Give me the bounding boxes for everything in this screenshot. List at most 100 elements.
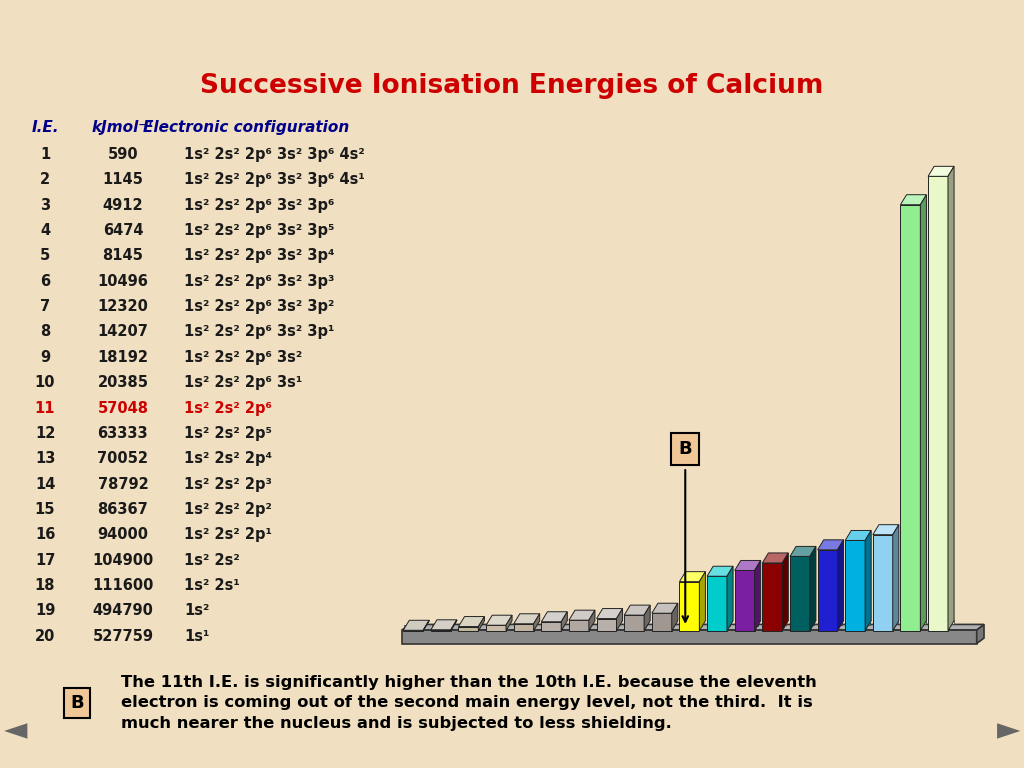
Text: 15: 15 [35,502,55,517]
Text: 14: 14 [35,476,55,492]
Text: 78792: 78792 [97,476,148,492]
Text: 20385: 20385 [97,376,148,390]
Polygon shape [597,618,616,631]
Text: 19: 19 [35,604,55,618]
Polygon shape [542,612,567,622]
Text: 10: 10 [35,376,55,390]
Text: kJmol⁻¹: kJmol⁻¹ [92,120,154,135]
Text: 4912: 4912 [102,198,143,213]
Text: 1s² 2s² 2p⁶ 3s¹: 1s² 2s² 2p⁶ 3s¹ [184,376,303,390]
Polygon shape [402,630,977,644]
Text: Successive Ionisation Energies of Calcium: Successive Ionisation Energies of Calciu… [201,73,823,99]
Text: 13: 13 [35,452,55,466]
Polygon shape [948,167,954,631]
Text: 1s² 2s² 2p⁶ 3s² 3p²: 1s² 2s² 2p⁶ 3s² 3p² [184,299,335,314]
Text: ►: ► [997,717,1020,746]
Polygon shape [845,531,871,541]
Text: 1s² 2s² 2p⁶ 3s² 3p¹: 1s² 2s² 2p⁶ 3s² 3p¹ [184,324,335,339]
Text: 527759: 527759 [92,628,154,644]
Polygon shape [652,603,678,613]
Polygon shape [708,566,733,576]
Text: 104900: 104900 [92,553,154,568]
Text: B: B [70,694,84,712]
Polygon shape [845,541,865,631]
Polygon shape [451,620,457,631]
Text: 1s² 2s² 2p⁶ 3s² 3p⁶: 1s² 2s² 2p⁶ 3s² 3p⁶ [184,198,335,213]
Text: 57048: 57048 [97,401,148,415]
Text: 2: 2 [40,173,50,187]
Text: 12320: 12320 [97,299,148,314]
Polygon shape [544,624,562,627]
Polygon shape [506,615,512,631]
Text: 1: 1 [40,147,50,162]
Polygon shape [486,615,512,625]
Text: 1s² 2s² 2p⁶ 3s² 3p⁶ 4s¹: 1s² 2s² 2p⁶ 3s² 3p⁶ 4s¹ [184,173,366,187]
Text: 8145: 8145 [102,249,143,263]
Text: The 11th I.E. is significantly higher than the 10th I.E. because the eleventh
el: The 11th I.E. is significantly higher th… [121,675,817,731]
Polygon shape [431,630,451,631]
Text: 5: 5 [40,249,50,263]
Text: 1s² 2s² 2p⁶ 3s² 3p⁴: 1s² 2s² 2p⁶ 3s² 3p⁴ [184,249,335,263]
Text: 1s¹: 1s¹ [184,628,210,644]
Polygon shape [625,605,650,615]
Polygon shape [936,620,953,624]
Polygon shape [589,610,595,631]
Polygon shape [432,624,451,628]
Polygon shape [542,622,561,631]
Polygon shape [708,576,727,631]
Polygon shape [514,624,534,631]
Text: Electronic configuration: Electronic configuration [142,120,349,135]
Polygon shape [459,617,484,627]
Text: 1s² 2s² 2p⁶: 1s² 2s² 2p⁶ [184,401,272,415]
Polygon shape [908,620,926,624]
Polygon shape [734,561,761,571]
Polygon shape [824,621,842,625]
Polygon shape [680,581,699,631]
Polygon shape [790,556,810,631]
Text: 94000: 94000 [97,527,148,542]
Text: 1s² 2s² 2p²: 1s² 2s² 2p² [184,502,272,517]
Polygon shape [404,625,422,629]
Polygon shape [625,615,644,631]
Polygon shape [514,614,540,624]
Polygon shape [852,621,869,624]
Text: 11: 11 [35,401,55,415]
Text: 8: 8 [40,324,50,339]
Polygon shape [755,561,761,631]
Polygon shape [656,622,674,627]
Polygon shape [977,624,984,644]
Polygon shape [569,610,595,621]
Text: 20: 20 [35,628,55,644]
Polygon shape [838,540,844,631]
Text: 590: 590 [108,147,138,162]
Polygon shape [712,622,730,626]
Text: 63333: 63333 [97,425,148,441]
Text: 1s²: 1s² [184,604,210,618]
Text: 17: 17 [35,553,55,568]
Text: 1s² 2s² 2p³: 1s² 2s² 2p³ [184,476,272,492]
Text: 14207: 14207 [97,324,148,339]
Text: ◄: ◄ [4,717,27,746]
Text: 16: 16 [35,527,55,542]
Text: 18: 18 [35,578,55,593]
Polygon shape [488,624,506,628]
Polygon shape [872,525,899,535]
Polygon shape [616,608,623,631]
Text: 1s² 2s² 2p⁶ 3s² 3p⁵: 1s² 2s² 2p⁶ 3s² 3p⁵ [184,223,335,238]
Text: 1s² 2s²: 1s² 2s² [184,553,240,568]
Polygon shape [921,195,927,631]
Polygon shape [572,623,590,627]
Polygon shape [431,620,457,630]
Text: 111600: 111600 [92,578,154,593]
Text: 6474: 6474 [102,223,143,238]
Polygon shape [762,563,782,631]
Polygon shape [782,553,788,631]
Polygon shape [790,546,816,556]
Polygon shape [880,621,898,624]
Text: 1145: 1145 [102,173,143,187]
Text: 10496: 10496 [97,273,148,289]
Text: 7: 7 [40,299,50,314]
Polygon shape [872,535,893,631]
Text: 4: 4 [40,223,50,238]
Polygon shape [600,623,618,627]
